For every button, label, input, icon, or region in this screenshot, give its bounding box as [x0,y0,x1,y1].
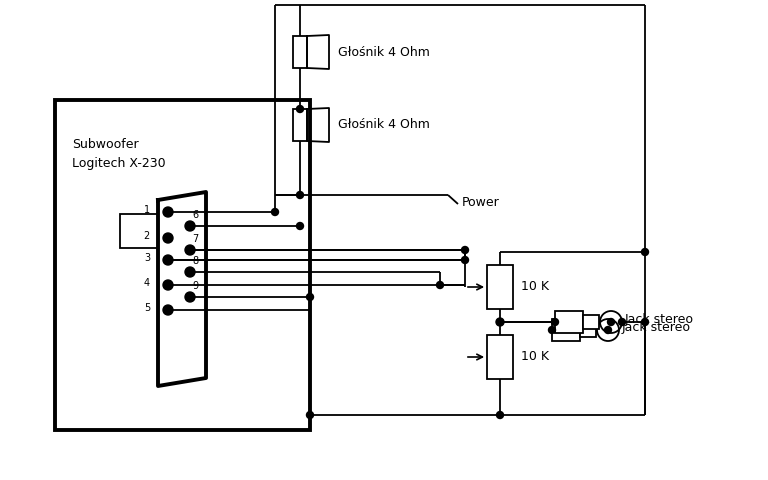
Circle shape [163,233,173,243]
Bar [55,100,310,430]
Text: 2: 2 [144,231,150,241]
Circle shape [163,305,173,315]
Text: 8: 8 [192,256,198,266]
Circle shape [185,292,195,302]
Circle shape [163,280,173,290]
Circle shape [641,249,648,255]
Text: 10 K: 10 K [521,280,549,293]
Circle shape [306,293,313,300]
Circle shape [618,319,625,325]
Text: 1: 1 [144,205,150,215]
Circle shape [496,318,504,326]
Bar [552,319,580,341]
Circle shape [185,267,195,277]
Text: Jack stereo: Jack stereo [622,321,691,334]
Text: Subwoofer: Subwoofer [72,139,139,152]
Circle shape [548,326,555,334]
Circle shape [185,221,195,231]
Circle shape [296,192,303,199]
Circle shape [306,411,313,419]
Circle shape [462,256,468,264]
Circle shape [462,247,468,253]
Circle shape [296,223,303,229]
Circle shape [496,411,504,419]
Circle shape [604,326,611,334]
Circle shape [163,207,173,217]
Text: 7: 7 [192,234,198,244]
Circle shape [436,281,443,288]
Bar [487,335,513,379]
Bar [580,323,596,337]
Bar [293,36,307,68]
Text: 6: 6 [192,210,198,220]
Circle shape [296,106,303,112]
Circle shape [272,208,279,216]
Text: Głośnik 4 Ohm: Głośnik 4 Ohm [338,46,430,59]
Text: 5: 5 [144,303,150,313]
Circle shape [641,319,648,325]
Text: Power: Power [462,195,500,208]
Circle shape [551,319,558,325]
Text: Głośnik 4 Ohm: Głośnik 4 Ohm [338,119,430,132]
Text: Jack stereo: Jack stereo [625,312,694,325]
Text: 9: 9 [192,281,198,291]
Text: 4: 4 [144,278,150,288]
Bar [487,265,513,309]
Circle shape [163,255,173,265]
Bar [555,311,583,333]
Text: 10 K: 10 K [521,350,549,363]
Circle shape [607,319,614,325]
Bar [120,214,158,248]
Circle shape [185,245,195,255]
Bar [293,109,307,141]
Text: Logitech X-230: Logitech X-230 [72,156,166,169]
Bar [583,315,599,329]
Text: 3: 3 [144,253,150,263]
